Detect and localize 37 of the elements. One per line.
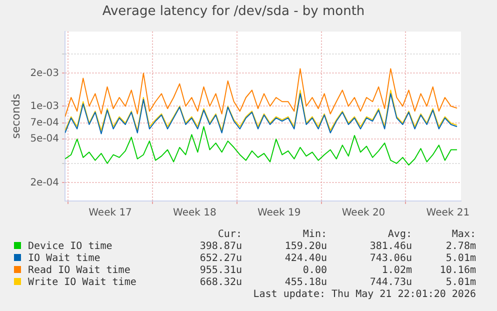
text: 424.40u bbox=[284, 253, 327, 264]
legend-label: Read IO Wait time bbox=[27, 265, 132, 276]
text: 652.27u bbox=[198, 253, 242, 264]
legend-label: Device IO time bbox=[27, 241, 114, 252]
chart-title: Average latency for /dev/sda - by month bbox=[102, 4, 365, 20]
legend-label: IO Wait time bbox=[27, 253, 102, 264]
text: 743.06u bbox=[368, 253, 412, 264]
y-axis-title: seconds bbox=[9, 94, 22, 139]
text: 744.73u bbox=[368, 277, 412, 288]
text: Avg: bbox=[386, 229, 412, 240]
y-tick-label: 7e-04 bbox=[30, 118, 60, 129]
text: 668.32u bbox=[198, 277, 242, 288]
x-tick-label: Week 20 bbox=[342, 208, 386, 219]
y-tick-label: 5e-04 bbox=[30, 134, 60, 145]
text: 381.46u bbox=[368, 241, 412, 252]
x-tick-label: Week 18 bbox=[173, 208, 216, 219]
text: 5.01m bbox=[444, 253, 476, 264]
text: 5.01m bbox=[444, 277, 476, 288]
x-tick-label: Week 21 bbox=[426, 208, 470, 219]
text: 398.87u bbox=[198, 241, 242, 252]
text: Min: bbox=[302, 229, 327, 240]
x-tick-label: Week 17 bbox=[88, 208, 132, 219]
text: Cur: bbox=[216, 229, 242, 240]
text: Last update: Thu May 21 22:01:20 2026 bbox=[252, 289, 476, 300]
text: 1.02m bbox=[380, 265, 412, 276]
legend-label: Write IO Wait time bbox=[27, 277, 138, 288]
text: 2.78m bbox=[444, 241, 476, 252]
text: 455.18u bbox=[284, 277, 327, 288]
text: 0.00 bbox=[302, 265, 327, 276]
text: Max: bbox=[450, 229, 476, 240]
y-tick-label: 1e-03 bbox=[30, 100, 60, 112]
x-tick-label: Week 19 bbox=[257, 208, 301, 219]
text: 159.20u bbox=[284, 241, 327, 252]
text: 955.31u bbox=[198, 265, 242, 276]
y-tick-label: 2e-03 bbox=[30, 68, 60, 79]
y-tick-label: 2e-04 bbox=[30, 177, 60, 188]
text: 10.16m bbox=[438, 265, 476, 276]
